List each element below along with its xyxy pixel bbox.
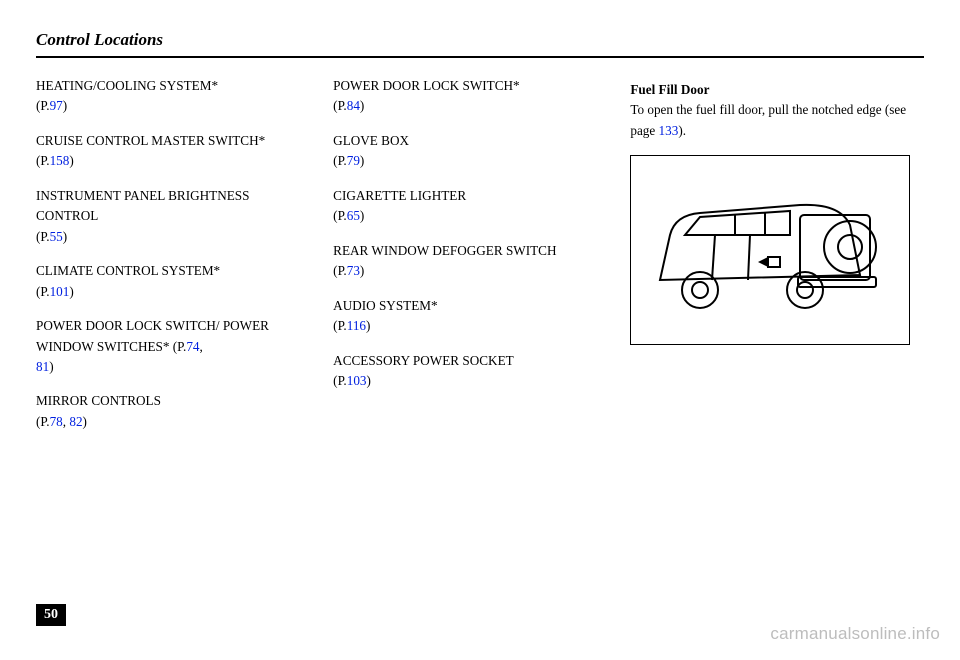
column-1: HEATING/COOLING SYSTEM* (P.97) CRUISE CO… xyxy=(36,76,305,432)
spacer xyxy=(333,172,602,186)
item: AUDIO SYSTEM* (P.116) xyxy=(333,296,602,337)
paren-open: (P. xyxy=(36,229,50,244)
vehicle-illustration xyxy=(630,155,910,345)
page-link[interactable]: 73 xyxy=(347,263,360,278)
paren-open: (P. xyxy=(36,284,50,299)
item: POWER DOOR LOCK SWITCH/ POWER WINDOW SWI… xyxy=(36,316,305,377)
item-head: REAR WINDOW DEFOGGER SWITCH xyxy=(333,243,556,258)
item-head: CIGARETTE LIGHTER xyxy=(333,188,466,203)
paren-close: ) xyxy=(367,373,371,388)
page-link[interactable]: 84 xyxy=(347,98,360,113)
section-heading: Fuel Fill Door xyxy=(630,80,924,100)
paren-close: ) xyxy=(360,98,364,113)
spacer xyxy=(36,247,305,261)
item: HEATING/COOLING SYSTEM* (P.97) xyxy=(36,76,305,117)
page-link[interactable]: 55 xyxy=(50,229,63,244)
suv-rear-icon xyxy=(640,165,900,335)
spacer xyxy=(36,172,305,186)
spacer xyxy=(36,117,305,131)
item-head: CRUISE CONTROL MASTER SWITCH* xyxy=(36,133,265,148)
paren-open: (P. xyxy=(36,98,50,113)
text-run: ). xyxy=(678,123,686,138)
item: ACCESSORY POWER SOCKET (P.103) xyxy=(333,351,602,392)
watermark: carmanualsonline.info xyxy=(770,624,940,644)
item-head: HEATING/COOLING SYSTEM* xyxy=(36,78,218,93)
page-link[interactable]: 101 xyxy=(50,284,70,299)
paren-open: (P. xyxy=(333,263,347,278)
manual-page: Control Locations HEATING/COOLING SYSTEM… xyxy=(0,0,960,660)
page-link[interactable]: 65 xyxy=(347,208,360,223)
item-head: CLIMATE CONTROL SYSTEM* xyxy=(36,263,220,278)
item-head: POWER DOOR LOCK SWITCH/ POWER WINDOW SWI… xyxy=(36,318,269,353)
item: MIRROR CONTROLS (P.78, 82) xyxy=(36,391,305,432)
spacer xyxy=(333,227,602,241)
page-link[interactable]: 158 xyxy=(50,153,70,168)
paren-close: ) xyxy=(360,153,364,168)
paren-open: (P. xyxy=(333,318,347,333)
comma: , xyxy=(200,339,203,354)
spacer xyxy=(333,282,602,296)
paren-open: (P. xyxy=(36,153,50,168)
paren-open: (P. xyxy=(36,414,50,429)
item: CLIMATE CONTROL SYSTEM* (P.101) xyxy=(36,261,305,302)
paren-open: (P. xyxy=(333,153,347,168)
item-head: ACCESSORY POWER SOCKET xyxy=(333,353,514,368)
item: INSTRUMENT PANEL BRIGHTNESS CONTROL (P.5… xyxy=(36,186,305,247)
page-number-badge: 50 xyxy=(36,604,66,626)
item: CIGARETTE LIGHTER (P.65) xyxy=(333,186,602,227)
item-head: MIRROR CONTROLS xyxy=(36,393,161,408)
paren-close: ) xyxy=(360,263,364,278)
item: POWER DOOR LOCK SWITCH* (P.84) xyxy=(333,76,602,117)
item-head: INSTRUMENT PANEL BRIGHTNESS CONTROL xyxy=(36,188,249,223)
item-head: GLOVE BOX xyxy=(333,133,409,148)
paren-open: (P. xyxy=(333,98,347,113)
spacer xyxy=(333,337,602,351)
paren-open: (P. xyxy=(333,373,347,388)
item-head: POWER DOOR LOCK SWITCH* xyxy=(333,78,519,93)
page-link[interactable]: 82 xyxy=(69,414,82,429)
body-text: To open the fuel fill door, pull the not… xyxy=(630,100,924,141)
page-title: Control Locations xyxy=(36,30,924,50)
page-link[interactable]: 116 xyxy=(347,318,366,333)
paren-close: ) xyxy=(366,318,370,333)
page-link[interactable]: 97 xyxy=(50,98,63,113)
page-link[interactable]: 78 xyxy=(50,414,63,429)
page-link[interactable]: 133 xyxy=(659,123,679,138)
paren-close: ) xyxy=(360,208,364,223)
spacer xyxy=(36,302,305,316)
column-2: POWER DOOR LOCK SWITCH* (P.84) GLOVE BOX… xyxy=(333,76,602,432)
page-link[interactable]: 103 xyxy=(347,373,367,388)
paren-close: ) xyxy=(69,153,73,168)
paren-close: ) xyxy=(83,414,87,429)
page-link[interactable]: 81 xyxy=(36,359,49,374)
item: CRUISE CONTROL MASTER SWITCH* (P.158) xyxy=(36,131,305,172)
paren-open: (P. xyxy=(333,208,347,223)
spacer xyxy=(333,117,602,131)
paren-open: (P. xyxy=(173,339,187,354)
title-rule xyxy=(36,56,924,58)
paren-close: ) xyxy=(63,98,67,113)
spacer xyxy=(36,377,305,391)
paren-close: ) xyxy=(63,229,67,244)
page-link[interactable]: 79 xyxy=(347,153,360,168)
paren-close: ) xyxy=(49,359,53,374)
item: GLOVE BOX (P.79) xyxy=(333,131,602,172)
item: REAR WINDOW DEFOGGER SWITCH (P.73) xyxy=(333,241,602,282)
column-3: Fuel Fill Door To open the fuel fill doo… xyxy=(630,76,924,432)
paren-close: ) xyxy=(69,284,73,299)
columns: HEATING/COOLING SYSTEM* (P.97) CRUISE CO… xyxy=(36,76,924,432)
item-head: AUDIO SYSTEM* xyxy=(333,298,437,313)
page-link[interactable]: 74 xyxy=(186,339,199,354)
